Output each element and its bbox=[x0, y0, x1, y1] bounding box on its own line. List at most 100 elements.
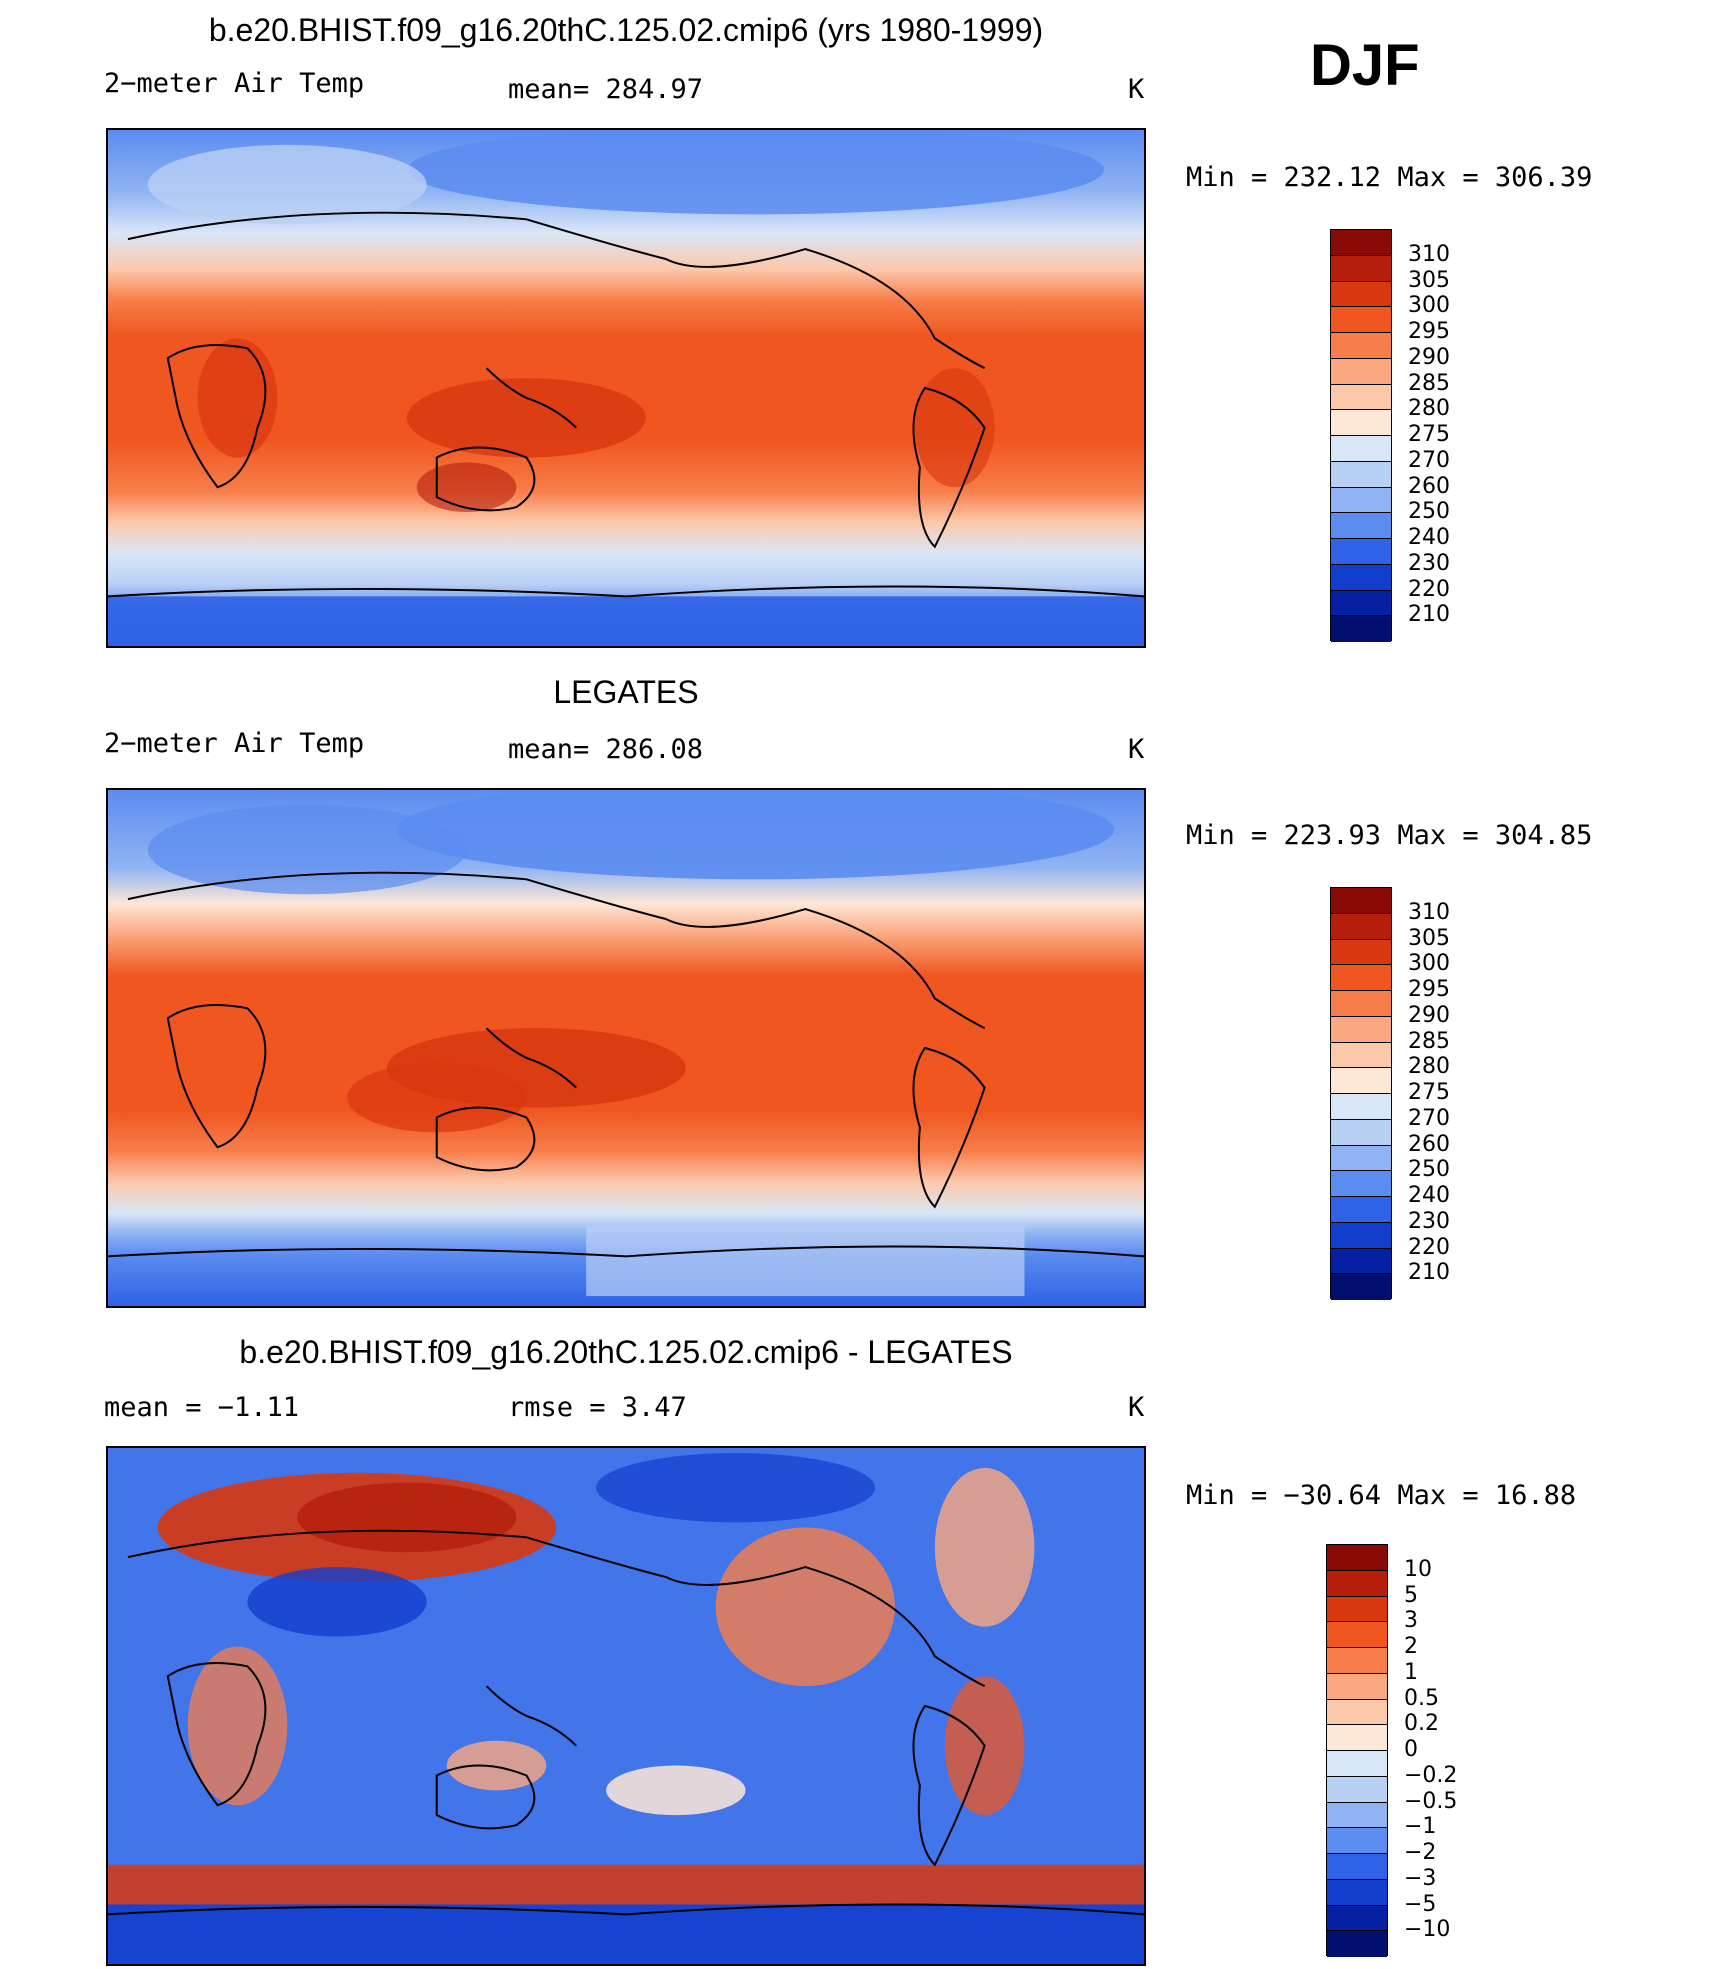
colorbar-tick-label: 300 bbox=[1408, 951, 1450, 977]
panel-1-variable-label: 2−meter Air Temp bbox=[104, 68, 365, 99]
panel-3-map bbox=[106, 1446, 1146, 1966]
colorbar-tick-label: 300 bbox=[1408, 293, 1450, 319]
colorbar-tick-label: 2 bbox=[1404, 1634, 1418, 1659]
colorbar-swatch bbox=[1331, 255, 1391, 282]
colorbar-swatch bbox=[1331, 1068, 1391, 1094]
colorbar-swatch bbox=[1327, 1673, 1387, 1700]
colorbar-tick-label: 285 bbox=[1408, 1028, 1450, 1054]
colorbar-tick-label: −5 bbox=[1404, 1891, 1437, 1917]
colorbar-swatch bbox=[1327, 1854, 1387, 1880]
colorbar-swatch bbox=[1331, 436, 1391, 462]
panel-3-rmse-label: rmse = 3.47 bbox=[508, 1392, 687, 1423]
colorbar-swatch bbox=[1327, 1596, 1387, 1623]
colorbar-tick-label: 270 bbox=[1408, 447, 1450, 473]
panel-3-colorbar bbox=[1326, 1544, 1388, 1957]
colorbar-tick-label: 270 bbox=[1408, 1105, 1450, 1131]
colorbar-tick-label: 0.2 bbox=[1404, 1711, 1439, 1737]
panel-2-colorbar bbox=[1330, 887, 1392, 1300]
colorbar-swatch bbox=[1331, 1197, 1391, 1223]
colorbar-tick-label: 305 bbox=[1408, 267, 1450, 293]
colorbar-swatch bbox=[1331, 410, 1391, 436]
panel-1-map bbox=[106, 128, 1146, 648]
colorbar-tick-label: −10 bbox=[1404, 1917, 1451, 1943]
colorbar-swatch bbox=[1327, 1828, 1387, 1854]
panel-1-units: K bbox=[1128, 74, 1145, 105]
colorbar-swatch bbox=[1327, 1699, 1387, 1726]
colorbar-swatch bbox=[1327, 1879, 1387, 1906]
panel-1-colorbar bbox=[1330, 229, 1392, 642]
colorbar-swatch bbox=[1327, 1648, 1387, 1674]
colorbar-tick-label: 250 bbox=[1408, 1157, 1450, 1183]
colorbar-swatch bbox=[1331, 384, 1391, 411]
colorbar-swatch bbox=[1331, 991, 1391, 1017]
colorbar-swatch bbox=[1331, 307, 1391, 333]
colorbar-swatch bbox=[1331, 1119, 1391, 1146]
colorbar-swatch bbox=[1331, 564, 1391, 591]
colorbar-tick-label: −3 bbox=[1404, 1865, 1437, 1891]
colorbar-tick-label: 230 bbox=[1408, 550, 1450, 576]
colorbar-swatch bbox=[1331, 487, 1391, 514]
colorbar-swatch bbox=[1331, 461, 1391, 488]
panel-1-title: b.e20.BHIST.f09_g16.20thC.125.02.cmip6 (… bbox=[208, 12, 1044, 48]
colorbar-tick-label: 310 bbox=[1408, 899, 1450, 925]
panel-2-units: K bbox=[1128, 734, 1145, 765]
panel-3-title: b.e20.BHIST.f09_g16.20thC.125.02.cmip6 -… bbox=[239, 1334, 1013, 1370]
colorbar-tick-label: 280 bbox=[1408, 396, 1450, 422]
panel-3-units: K bbox=[1128, 1392, 1145, 1423]
colorbar-swatch bbox=[1327, 1776, 1387, 1803]
colorbar-swatch bbox=[1331, 230, 1391, 256]
colorbar-tick-label: 0 bbox=[1404, 1737, 1418, 1762]
colorbar-tick-label: 290 bbox=[1408, 1002, 1450, 1028]
colorbar-tick-label: 260 bbox=[1408, 473, 1450, 499]
colorbar-tick-label: 285 bbox=[1408, 370, 1450, 396]
colorbar-swatch bbox=[1331, 888, 1391, 914]
panel-3-minmax: Min = −30.64 Max = 16.88 bbox=[1186, 1480, 1577, 1511]
colorbar-swatch bbox=[1331, 965, 1391, 991]
colorbar-tick-label: −0.5 bbox=[1404, 1788, 1458, 1814]
colorbar-tick-label: 230 bbox=[1408, 1208, 1450, 1234]
colorbar-swatch bbox=[1331, 1222, 1391, 1249]
colorbar-swatch bbox=[1331, 358, 1391, 385]
colorbar-tick-label: 275 bbox=[1408, 422, 1450, 447]
colorbar-tick-label: −1 bbox=[1404, 1814, 1437, 1840]
colorbar-tick-label: 240 bbox=[1408, 1183, 1450, 1208]
colorbar-tick-label: 250 bbox=[1408, 499, 1450, 525]
colorbar-tick-label: −2 bbox=[1404, 1840, 1437, 1865]
colorbar-tick-label: 220 bbox=[1408, 1234, 1450, 1260]
colorbar-swatch bbox=[1331, 1042, 1391, 1069]
colorbar-tick-label: 1 bbox=[1404, 1659, 1418, 1685]
colorbar-swatch bbox=[1331, 1171, 1391, 1197]
colorbar-swatch bbox=[1331, 939, 1391, 966]
colorbar-tick-label: 295 bbox=[1408, 977, 1450, 1002]
colorbar-tick-label: 275 bbox=[1408, 1080, 1450, 1105]
panel-2-map bbox=[106, 788, 1146, 1308]
colorbar-tick-label: 240 bbox=[1408, 525, 1450, 550]
colorbar-tick-label: 10 bbox=[1404, 1556, 1432, 1582]
colorbar-tick-label: 220 bbox=[1408, 576, 1450, 602]
colorbar-tick-label: 210 bbox=[1408, 602, 1450, 628]
colorbar-swatch bbox=[1327, 1725, 1387, 1751]
panel-2-mean-label: mean= 286.08 bbox=[508, 734, 704, 765]
panel-2-minmax: Min = 223.93 Max = 304.85 bbox=[1186, 820, 1593, 851]
colorbar-swatch bbox=[1331, 1016, 1391, 1043]
panel-1-mean-label: mean= 284.97 bbox=[508, 74, 704, 105]
colorbar-swatch bbox=[1331, 1248, 1391, 1275]
colorbar-tick-label: 210 bbox=[1408, 1260, 1450, 1286]
colorbar-swatch bbox=[1331, 1145, 1391, 1172]
colorbar-swatch bbox=[1331, 281, 1391, 308]
colorbar-swatch bbox=[1327, 1905, 1387, 1932]
colorbar-swatch bbox=[1331, 1274, 1391, 1300]
colorbar-swatch bbox=[1327, 1622, 1387, 1648]
colorbar-swatch bbox=[1331, 616, 1391, 642]
colorbar-swatch bbox=[1331, 590, 1391, 617]
panel-2-title: LEGATES bbox=[553, 674, 699, 710]
colorbar-swatch bbox=[1331, 513, 1391, 539]
season-label: DJF bbox=[1310, 33, 1420, 98]
colorbar-tick-label: 280 bbox=[1408, 1054, 1450, 1080]
colorbar-tick-label: 295 bbox=[1408, 319, 1450, 344]
panel-1-minmax: Min = 232.12 Max = 306.39 bbox=[1186, 162, 1593, 193]
colorbar-tick-label: 260 bbox=[1408, 1131, 1450, 1157]
colorbar-tick-label: 305 bbox=[1408, 925, 1450, 951]
colorbar-tick-label: 5 bbox=[1404, 1582, 1418, 1608]
colorbar-swatch bbox=[1327, 1570, 1387, 1597]
